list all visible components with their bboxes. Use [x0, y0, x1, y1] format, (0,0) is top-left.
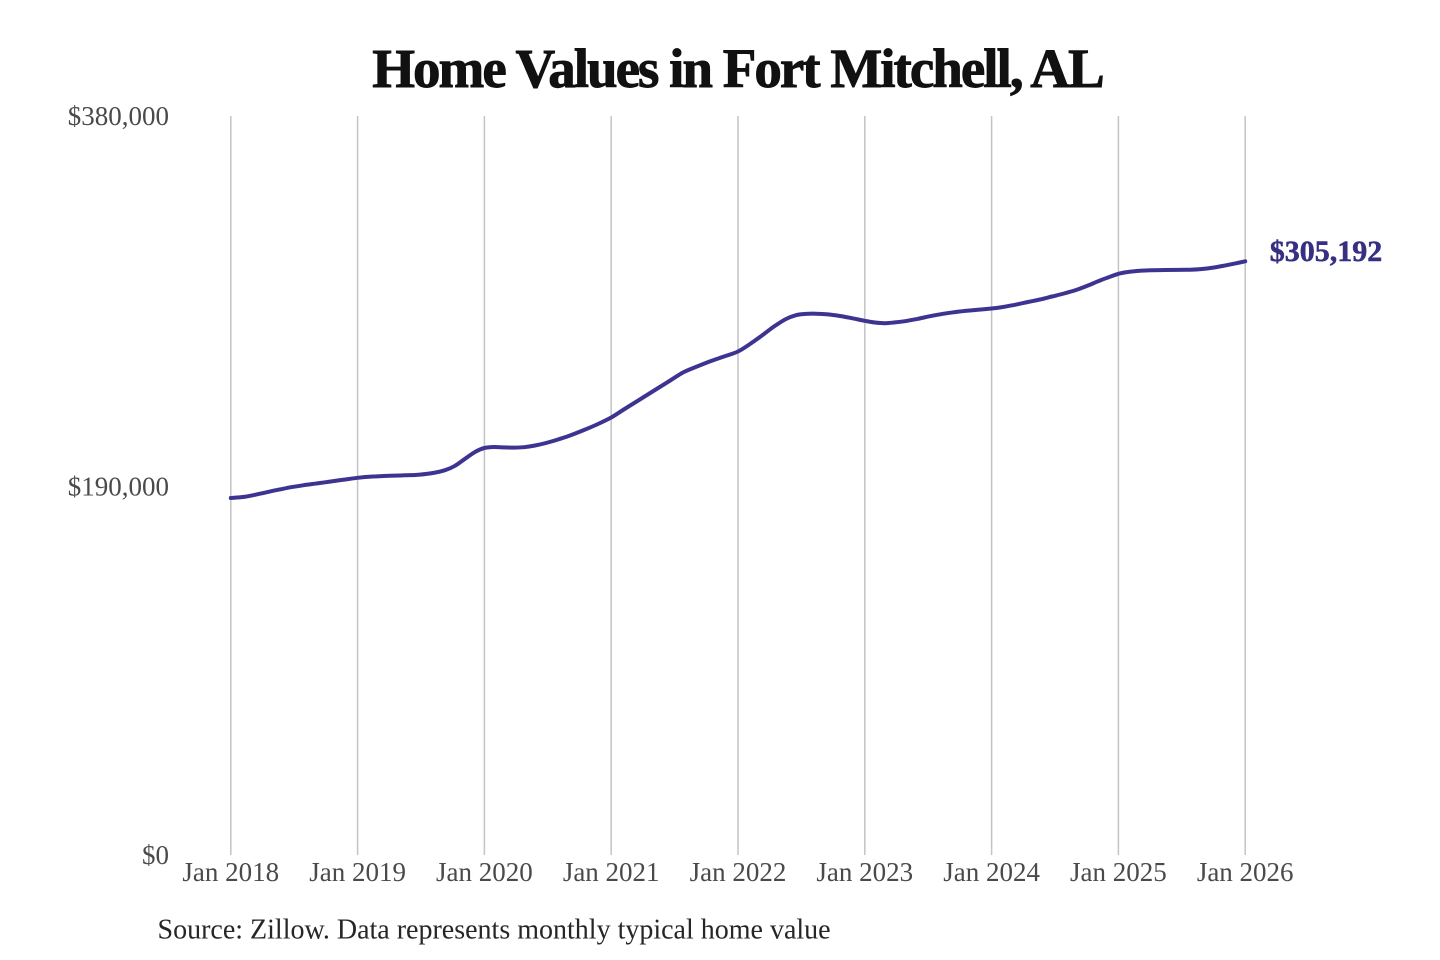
svg-text:$190,000: $190,000 — [68, 472, 169, 502]
svg-text:$305,192: $305,192 — [1270, 235, 1383, 268]
svg-text:Jan 2022: Jan 2022 — [690, 857, 787, 887]
svg-text:Jan 2026: Jan 2026 — [1197, 857, 1294, 887]
svg-text:Jan 2024: Jan 2024 — [943, 857, 1040, 887]
svg-text:Jan 2023: Jan 2023 — [816, 857, 913, 887]
svg-text:Jan 2025: Jan 2025 — [1070, 857, 1167, 887]
svg-text:$0: $0 — [142, 840, 169, 870]
svg-text:$380,000: $380,000 — [68, 101, 169, 131]
svg-text:Jan 2021: Jan 2021 — [563, 857, 660, 887]
svg-text:Jan 2019: Jan 2019 — [309, 857, 406, 887]
svg-text:Jan 2018: Jan 2018 — [182, 857, 279, 887]
svg-text:Home Values in Fort Mitchell,: Home Values in Fort Mitchell, AL — [372, 38, 1103, 99]
svg-text:Source: Zillow. Data represent: Source: Zillow. Data represents monthly … — [158, 915, 831, 946]
svg-text:Jan 2020: Jan 2020 — [436, 857, 533, 887]
